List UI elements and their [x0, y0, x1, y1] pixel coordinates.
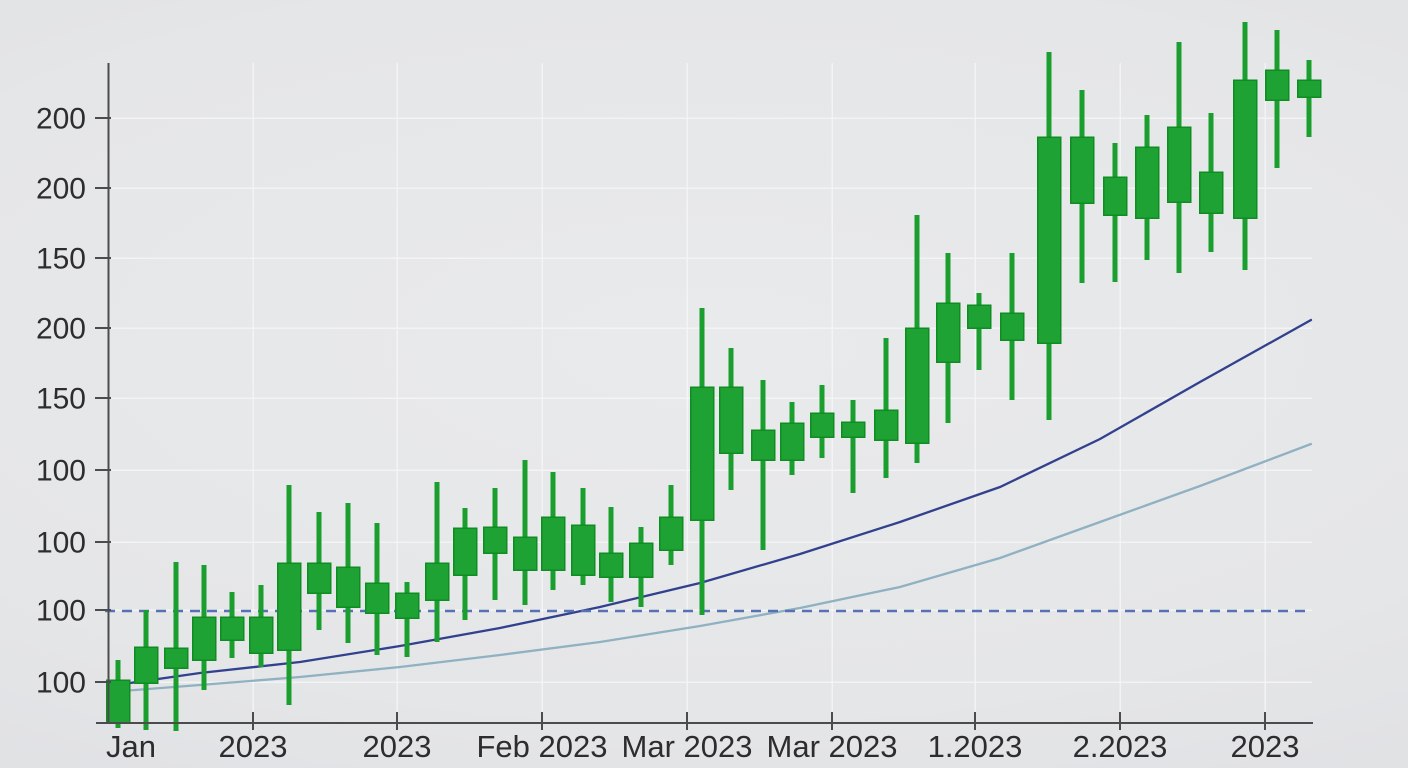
- x-tick-label: 2023: [219, 729, 288, 764]
- candle-body: [1198, 171, 1224, 214]
- y-tick-label: 100: [36, 527, 86, 560]
- candle-body: [1036, 136, 1062, 344]
- candle-body: [658, 516, 684, 551]
- y-tick-label: 150: [36, 383, 86, 416]
- candle-body: [873, 409, 899, 441]
- candle-body: [1134, 146, 1160, 219]
- candle-body: [570, 524, 596, 576]
- candle-body: [935, 302, 961, 363]
- candle-body: [540, 516, 566, 571]
- y-tick-label: 150: [36, 243, 86, 276]
- candle-wick: [404, 582, 410, 657]
- candle-wick: [522, 460, 528, 605]
- candle-body: [394, 592, 420, 619]
- y-tick-label: 200: [36, 173, 86, 206]
- candle-body: [718, 386, 744, 454]
- x-tick-label: Jan: [106, 729, 156, 764]
- candle-body: [1166, 126, 1192, 203]
- x-tick-label: Mar 2023: [767, 729, 898, 764]
- candle-body: [1264, 69, 1290, 101]
- candle-body: [105, 679, 131, 724]
- candle-body: [424, 562, 450, 601]
- candle-body: [133, 646, 159, 684]
- x-tick-label: 1.2023: [928, 729, 1023, 764]
- candle-body: [452, 527, 478, 576]
- candle-body: [482, 526, 508, 554]
- candle-body: [966, 304, 992, 329]
- x-tick-label: Mar 2023: [622, 729, 753, 764]
- y-tick-label: 200: [36, 103, 86, 136]
- y-tick-label: 100: [36, 667, 86, 700]
- candle-body: [335, 566, 361, 608]
- candle-wick: [850, 400, 856, 493]
- x-tick-label: 2.2023: [1073, 729, 1168, 764]
- x-tick-label: Feb 2023: [477, 729, 608, 764]
- candle-body: [306, 562, 332, 594]
- y-tick-label: 100: [36, 595, 86, 628]
- x-tick-label: 2023: [363, 729, 432, 764]
- candle-wick: [976, 293, 982, 370]
- candle-body: [191, 616, 217, 661]
- candle-body: [628, 542, 654, 578]
- candle-wick: [1306, 60, 1312, 137]
- candle-wick: [883, 338, 889, 478]
- candle-body: [1102, 176, 1128, 216]
- candle-body: [1069, 136, 1095, 204]
- candle-body: [779, 422, 805, 461]
- candle-body: [248, 616, 274, 654]
- candle-wick: [434, 482, 440, 642]
- candle-body: [512, 536, 538, 571]
- candle-body: [364, 582, 390, 614]
- candle-body: [219, 616, 245, 641]
- candle-body: [840, 421, 866, 438]
- candle-body: [598, 552, 624, 578]
- candle-body: [276, 562, 302, 651]
- candle-body: [1232, 79, 1258, 219]
- candle-wick: [173, 562, 179, 731]
- candle-body: [689, 386, 715, 521]
- candle-wick: [760, 380, 766, 550]
- y-tick-label: 100: [36, 455, 86, 488]
- candle-body: [163, 647, 189, 669]
- y-tick-label: 200: [36, 313, 86, 346]
- candle-body: [809, 412, 835, 438]
- candle-body: [999, 312, 1025, 341]
- candle-body: [750, 429, 776, 461]
- trend-line-light: [107, 442, 1313, 694]
- candle-body: [1296, 79, 1322, 98]
- candle-body: [904, 327, 930, 444]
- x-tick-label: 2023: [1231, 729, 1300, 764]
